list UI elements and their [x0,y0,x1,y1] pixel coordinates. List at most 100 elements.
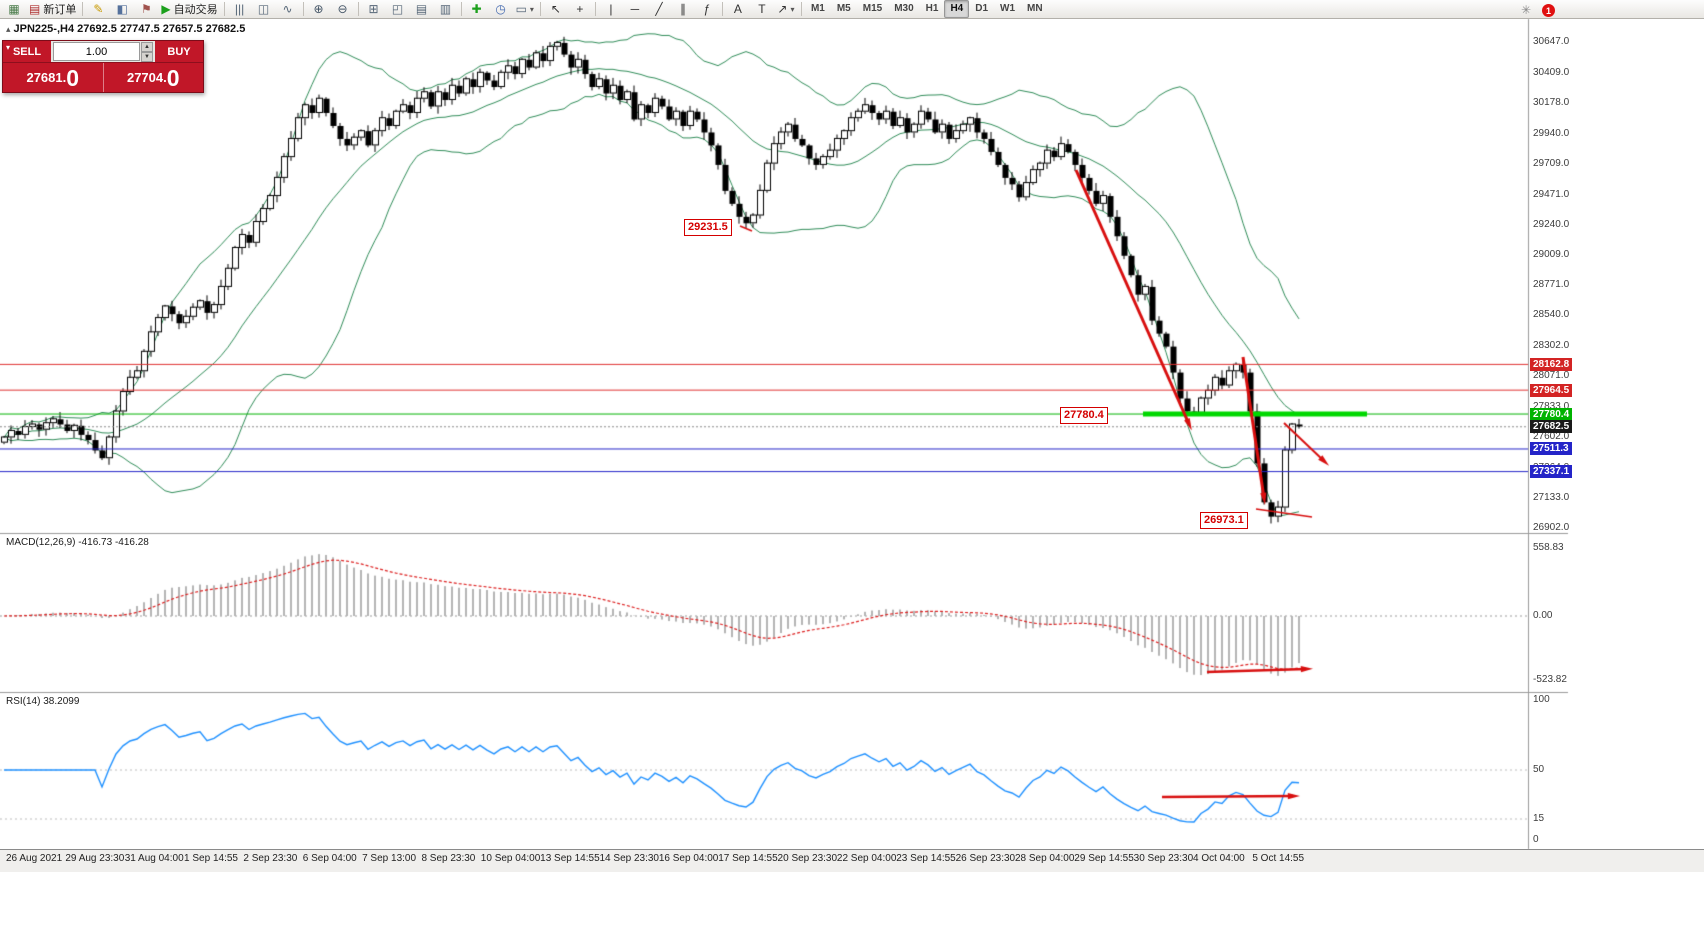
terminal-icon: ◧ [116,1,129,16]
volume-input[interactable] [53,42,140,61]
toolbar-right-tools: ✳ 1 [1514,2,1555,19]
sell-button[interactable]: SELL [3,41,51,62]
price-tick: 28771.0 [1533,279,1570,291]
timeframe-m5-button[interactable]: M5 [836,3,851,14]
toolbar-arrange-vertical-button[interactable]: ▥ [434,1,458,18]
toolbar-bars-chart-button[interactable]: ||| [228,1,252,18]
toolbar-zoom-in-button[interactable]: ⊕ [307,1,331,18]
one-click-trading-panel: ▾ SELL ▲ ▼ BUY 27681.0 27704.0 [2,40,204,93]
toolbar-tile-windows-button[interactable]: ⊞ [362,1,386,18]
symbol-ohlc-text: JPN225-,H4 27692.5 27747.5 27657.5 27682… [13,23,246,35]
toolbar: ▦ ▤ 新订单 ✎ ◧ ⚑ ▶ 自动交易 ||| ◫ ∿ ⊕ ⊖ ⊞ ◰ ▤ ▥ ✚ ◷ ▭ ▾ ↖ + | ─ ╱ ∥ ƒ A T ↗ ▾ M… [0,0,1704,19]
cursor-icon: ↖ [550,1,561,16]
price-label-box[interactable]: 27780.4 [1060,407,1108,424]
cascade-windows-icon: ◰ [391,1,404,16]
toolbar-autotrading-button[interactable]: ▶ 自动交易 [158,1,220,18]
toolbar-text-label-button[interactable]: T [750,1,774,18]
toolbar-arrows-tool-button[interactable]: ↗ ▾ [774,1,798,18]
toolbar-cursor-button[interactable]: ↖ [544,1,568,18]
volume-up-button[interactable]: ▲ [141,41,153,52]
toolbar-candlestick-chart-button[interactable]: ◫ [252,1,276,18]
time-axis-label: 20 Sep 23:30 [777,853,838,864]
toolbar-icons: ▦ ▤ 新订单 ✎ ◧ ⚑ ▶ 自动交易 ||| ◫ ∿ ⊕ ⊖ ⊞ ◰ ▤ ▥ ✚ ◷ ▭ ▾ ↖ + | ─ ╱ ∥ ƒ A T ↗ ▾ M… [2,0,1049,18]
buy-button[interactable]: BUY [155,41,203,62]
toolbar-indicators-button[interactable]: ✚ [465,1,489,18]
macd-axis-label: 0.00 [1533,610,1553,621]
price-label-box[interactable]: 26973.1 [1200,512,1248,529]
buy-price-big: 0 [166,64,180,91]
timeframe-h4-button[interactable]: H4 [944,0,970,18]
toolbar-metaeditor-button[interactable]: ✎ [86,1,110,18]
price-tag: 27337.1 [1530,465,1573,479]
timeframe-m30-button[interactable]: M30 [894,3,914,14]
toolbar-trendline-button[interactable]: ╱ [647,1,671,18]
toolbar-vertical-line-button[interactable]: | [599,1,623,18]
toolbar-new-chart-button[interactable]: ▦ [2,1,26,18]
toolbar-templates-button[interactable]: ▭ ▾ [513,1,537,18]
time-axis-label: 28 Sep 04:00 [1014,853,1075,864]
toolbar-separator [357,2,359,16]
toolbar-cascade-windows-button[interactable]: ◰ [386,1,410,18]
panel-collapse-icon[interactable]: ▾ [6,43,11,52]
toolbar-line-chart-button[interactable]: ∿ [276,1,300,18]
buy-price-small: 27704. [126,70,167,85]
price-tick: 30409.0 [1533,66,1570,78]
toolbar-separator [460,2,462,16]
arrows-tool-icon: ↗ [777,1,788,16]
time-axis-label: 16 Sep 04:00 [658,853,719,864]
price-tick: 27602.0 [1533,431,1570,443]
price-tick: 30647.0 [1533,36,1570,47]
price-tick: 27133.0 [1533,492,1570,504]
toolbar-channel-button[interactable]: ∥ [671,1,695,18]
toolbar-new-order-button[interactable]: ▤ 新订单 [26,1,79,18]
sell-price-big: 0 [66,64,80,91]
price-tick: 29709.0 [1533,157,1570,169]
timeframe-w1-button[interactable]: W1 [1000,3,1016,14]
price-tag: 27511.3 [1530,442,1572,456]
time-axis-label: 29 Sep 14:55 [1074,853,1134,864]
notification-badge[interactable]: 1 [1542,4,1555,17]
toolbar-arrange-horizontal-button[interactable]: ▤ [410,1,434,18]
chart-settings-button[interactable]: ✳ [1514,2,1538,19]
price-label-box[interactable]: 29231.5 [684,219,732,236]
macd-axis-label: 558.83 [1533,541,1564,553]
time-axis-label: 5 Oct 14:55 [1252,853,1305,864]
channel-icon: ∥ [679,1,686,16]
toolbar-button-label: 自动交易 [173,4,218,16]
vertical-line-icon: | [609,1,613,16]
toolbar-horizontal-line-button[interactable]: ─ [623,1,647,18]
toolbar-terminal-button[interactable]: ◧ [110,1,134,18]
fibonacci-icon: ƒ [703,1,711,16]
line-chart-icon: ∿ [282,1,293,16]
timeframe-mn-button[interactable]: MN [1027,3,1043,14]
toolbar-text-button[interactable]: A [726,1,750,18]
price-tick: 29471.0 [1533,188,1570,200]
toolbar-crosshair-button[interactable]: + [568,1,592,18]
toolbar-periods-button[interactable]: ◷ [489,1,513,18]
sell-price[interactable]: 27681. 0 [3,63,103,92]
toolbar-zoom-out-button[interactable]: ⊖ [331,1,355,18]
price-tick: 28540.0 [1533,309,1570,321]
autotrading-icon: ▶ [161,1,171,16]
macd-pane-label: MACD(12,26,9) -416.73 -416.28 [6,537,149,548]
volume-down-button[interactable]: ▼ [141,51,153,62]
time-axis-label: 26 Aug 2021 [6,853,63,864]
time-axis-label: 31 Aug 04:00 [124,853,184,864]
toolbar-fibonacci-button[interactable]: ƒ [695,1,719,18]
timeframe-m15-button[interactable]: M15 [862,3,883,14]
toolbar-alerts-button[interactable]: ⚑ [134,1,158,18]
price-tick: 27833.0 [1533,401,1569,412]
periods-icon: ◷ [495,1,506,16]
rsi-pane-label: RSI(14) 38.2099 [6,696,80,707]
timeframe-d1-button[interactable]: D1 [975,3,989,14]
zoom-out-icon: ⊖ [337,1,348,16]
sell-price-small: 27681. [26,70,67,85]
buy-price[interactable]: 27704. 0 [102,63,204,92]
timeframe-m1-button[interactable]: M1 [810,3,825,14]
text-icon: A [733,1,742,16]
toolbar-separator [539,2,541,16]
timeframe-h1-button[interactable]: H1 [925,3,939,14]
zoom-in-icon: ⊕ [313,1,324,16]
